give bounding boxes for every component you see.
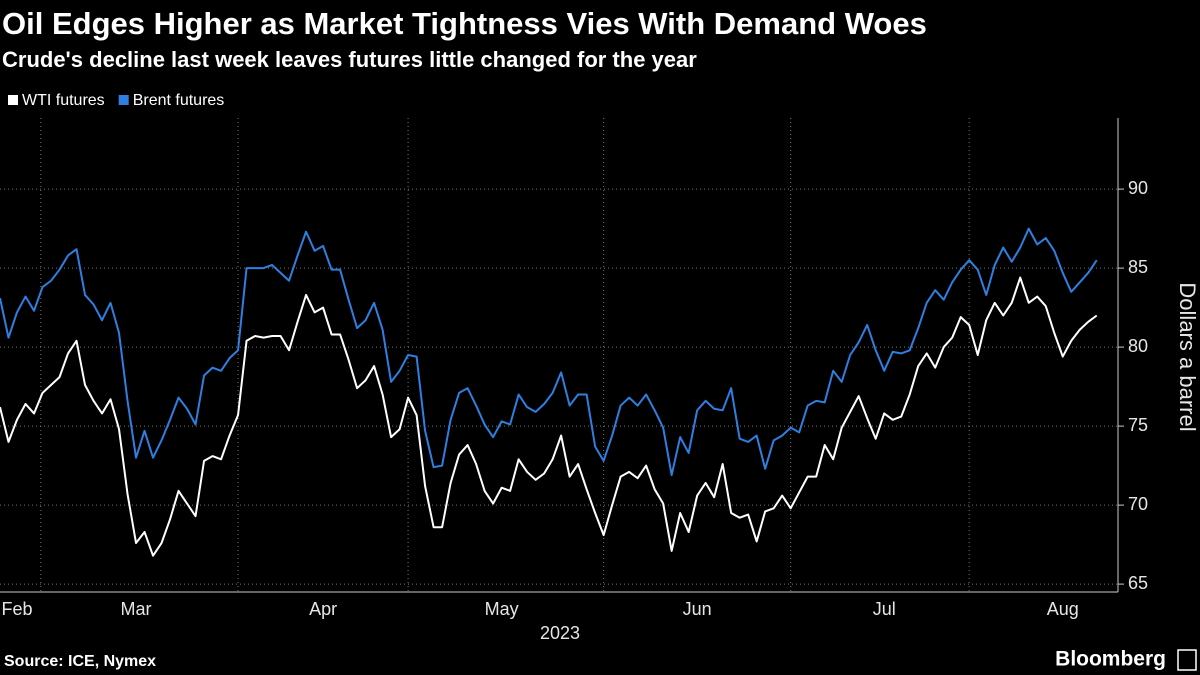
series-line (0, 227, 1098, 477)
x-tick-label: Mar (121, 599, 152, 619)
legend-swatch (8, 95, 18, 105)
legend-label: WTI futures (22, 92, 105, 109)
x-axis-label: 2023 (540, 623, 580, 643)
legend-swatch (118, 95, 129, 105)
legend-label: Brent futures (133, 92, 225, 109)
y-tick-label: 75 (1128, 415, 1148, 435)
x-tick-label: Apr (309, 599, 337, 619)
brand: Bloomberg (1055, 648, 1166, 671)
series-line (0, 276, 1098, 557)
y-tick-label: 70 (1128, 494, 1148, 514)
y-tick-label: 90 (1128, 178, 1148, 198)
x-tick-label: Feb (1, 599, 32, 619)
brand-icon (1177, 649, 1197, 671)
y-axis-label: Dollars a barrel (1175, 282, 1200, 431)
x-tick-label: Jul (873, 599, 896, 619)
x-tick-label: May (485, 599, 519, 619)
y-tick-label: 85 (1128, 257, 1148, 277)
chart-subtitle: Crude's decline last week leaves futures… (2, 47, 697, 72)
x-tick-label: Aug (1047, 599, 1079, 619)
y-tick-label: 65 (1128, 573, 1148, 593)
chart-title: Oil Edges Higher as Market Tightness Vie… (2, 6, 927, 41)
source: Source: ICE, Nymex (4, 653, 156, 670)
x-tick-label: Jun (683, 599, 712, 619)
y-tick-label: 80 (1128, 336, 1148, 356)
